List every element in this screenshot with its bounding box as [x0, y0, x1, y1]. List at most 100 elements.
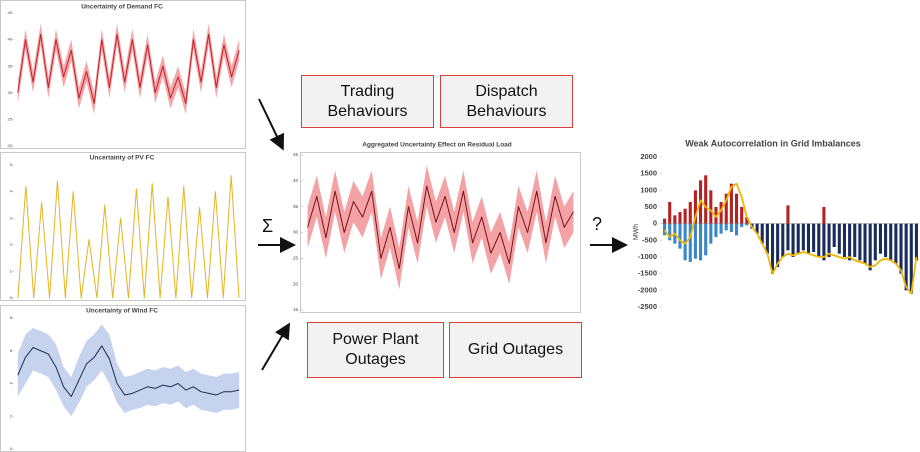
factor-box: Trading Behaviours: [301, 75, 434, 128]
bar: [822, 223, 826, 261]
bar: [704, 223, 708, 256]
bar: [678, 212, 682, 224]
bar: [729, 183, 733, 224]
bar: [678, 223, 682, 249]
bar: [704, 175, 708, 224]
bar: [693, 190, 697, 224]
y-tick-label: 5: [10, 162, 13, 167]
bar: [760, 223, 764, 244]
bar: [734, 193, 739, 224]
bar: [714, 223, 718, 237]
chart-title: Weak Autocorrelation in Grid Imbalances: [685, 138, 861, 148]
factor-box: Dispatch Behaviours: [440, 75, 573, 128]
question-mark: ?: [592, 214, 603, 234]
y-tick-label: 0: [10, 295, 13, 300]
y-tick-label: 30: [293, 230, 299, 235]
bar: [724, 193, 728, 224]
y-tick-label: 2: [10, 413, 13, 418]
bar: [904, 223, 908, 291]
uncertainty-band: [17, 23, 240, 115]
bar: [688, 202, 692, 224]
y-tick-label: 25: [8, 116, 13, 121]
bar: [863, 223, 867, 264]
bar: [714, 207, 718, 224]
bar: [884, 223, 888, 257]
bar: [817, 223, 821, 257]
y-axis-label: MWh: [633, 224, 640, 240]
bar: [770, 223, 775, 274]
y-tick-label: 20: [293, 281, 299, 286]
bar: [729, 223, 733, 232]
bar: [745, 217, 749, 224]
bar: [837, 223, 841, 254]
bar: [673, 215, 677, 224]
bar: [688, 223, 692, 262]
sum-symbol: Σ: [262, 216, 274, 236]
y-tick-label: 2: [10, 242, 13, 247]
y-tick-label: 1000: [640, 185, 657, 194]
y-tick-label: -500: [642, 235, 657, 244]
factor-box: Power Plant Outages: [307, 322, 444, 378]
uncertainty-band: [307, 165, 574, 290]
bar: [889, 223, 893, 261]
bar: [806, 223, 811, 254]
bar: [745, 223, 749, 226]
bar: [858, 223, 862, 261]
y-tick-label: -2500: [638, 302, 657, 311]
bar: [683, 223, 687, 261]
bar: [801, 223, 805, 251]
y-tick-label: -1500: [638, 269, 657, 278]
y-tick-label: 500: [644, 202, 657, 211]
y-tick-label: 45: [8, 10, 13, 15]
chart-title: Uncertainty of Demand FC: [81, 4, 163, 11]
bar: [786, 223, 790, 251]
arrow: [261, 322, 291, 371]
y-tick-label: 0: [653, 219, 657, 228]
y-tick-label: 35: [293, 204, 299, 209]
bar: [776, 223, 780, 267]
bar: [909, 223, 913, 294]
bar: [878, 223, 882, 254]
y-tick-label: -1000: [638, 252, 657, 261]
bar: [914, 223, 918, 261]
bar: [734, 223, 739, 236]
bar: [719, 223, 723, 234]
y-tick-label: -2000: [638, 285, 657, 294]
bar: [693, 223, 697, 259]
y-tick-label: 35: [8, 63, 13, 68]
bar: [668, 223, 672, 241]
bar: [848, 223, 852, 261]
y-tick-label: 6: [10, 348, 13, 353]
bar: [740, 207, 744, 224]
bar: [894, 223, 898, 264]
bar: [899, 223, 903, 274]
y-tick-label: 1: [10, 268, 13, 273]
chart-title: Aggregated Uncertainty Effect on Residua…: [362, 142, 512, 149]
y-tick-label: 40: [8, 37, 13, 42]
bar: [796, 223, 800, 254]
bar: [873, 223, 877, 261]
y-tick-label: 30: [8, 90, 13, 95]
series-line: [17, 175, 240, 299]
y-tick-label: 2000: [640, 152, 657, 161]
y-tick-label: 4: [10, 189, 13, 194]
bar: [842, 223, 847, 257]
bar: [699, 223, 703, 261]
series-line: [307, 185, 574, 270]
bar: [663, 223, 667, 236]
bar: [832, 223, 836, 247]
y-tick-label: 0: [10, 446, 13, 451]
chart-title: Uncertainty of Wind FC: [86, 308, 158, 315]
y-tick-label: 20: [8, 143, 13, 148]
bar: [709, 190, 713, 224]
chart-title: Uncertainty of PV FC: [90, 155, 155, 162]
bar: [683, 208, 687, 224]
y-tick-label: 8: [10, 315, 13, 320]
y-tick-label: 40: [293, 178, 299, 183]
bar: [812, 223, 816, 252]
bar: [827, 223, 831, 257]
bar: [786, 205, 790, 224]
y-tick-label: 45: [293, 152, 299, 157]
